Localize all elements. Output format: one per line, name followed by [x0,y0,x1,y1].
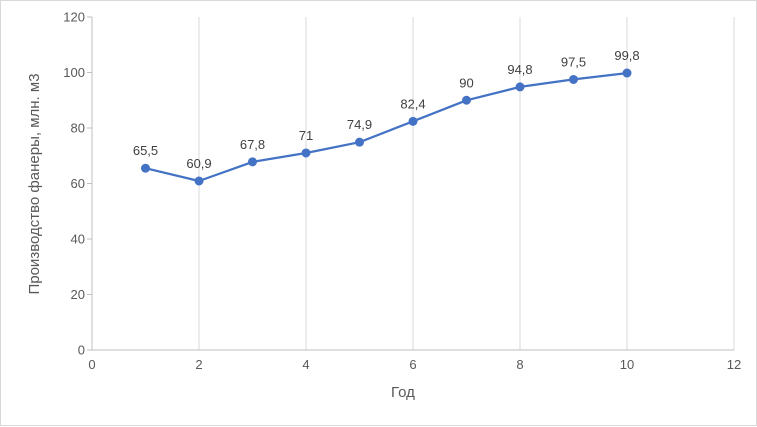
y-tick-label: 100 [63,65,85,80]
data-point [462,95,471,105]
y-tick-label: 120 [63,10,85,25]
data-label: 65,5 [133,143,158,158]
data-label: 67,8 [240,137,265,152]
data-labels: 65,5 60,9 67,8 71 74,9 82,4 90 94,8 97,5 99,8 [133,48,640,171]
y-tick-label: 80 [71,121,85,136]
series-line-path [145,71,628,183]
series-line [141,68,632,186]
data-label: 71 [299,128,313,143]
data-point [355,137,364,147]
data-label: 60,9 [186,156,211,171]
x-tick-label: 8 [516,357,523,372]
data-label: 74,9 [347,117,372,132]
x-tick-label: 6 [409,357,416,372]
x-tick-label: 10 [620,357,634,372]
data-label: 99,8 [614,48,639,63]
data-label: 82,4 [400,96,425,111]
data-point [141,163,150,173]
y-tick-label: 60 [71,176,85,191]
y-tick-label: 40 [71,232,85,247]
y-tick-label: 0 [78,343,85,358]
y-tick-label: 20 [71,287,85,302]
data-point [408,116,418,126]
x-tick-label: 0 [88,357,95,372]
data-point [301,148,311,158]
data-point [194,176,204,186]
data-label: 97,5 [561,54,586,69]
x-axis-title: Год [391,384,415,401]
gridlines [198,17,735,350]
x-tick-label: 2 [195,357,202,372]
data-point [248,157,257,167]
data-label: 94,8 [507,62,532,77]
data-point [622,68,632,78]
x-tick-label: 4 [302,357,309,372]
data-point [569,74,578,84]
x-tick-label: 12 [727,357,741,372]
y-axis-title: Производство фанеры, млн. м3 [26,73,43,294]
data-label: 90 [459,75,473,90]
data-point [515,82,525,92]
